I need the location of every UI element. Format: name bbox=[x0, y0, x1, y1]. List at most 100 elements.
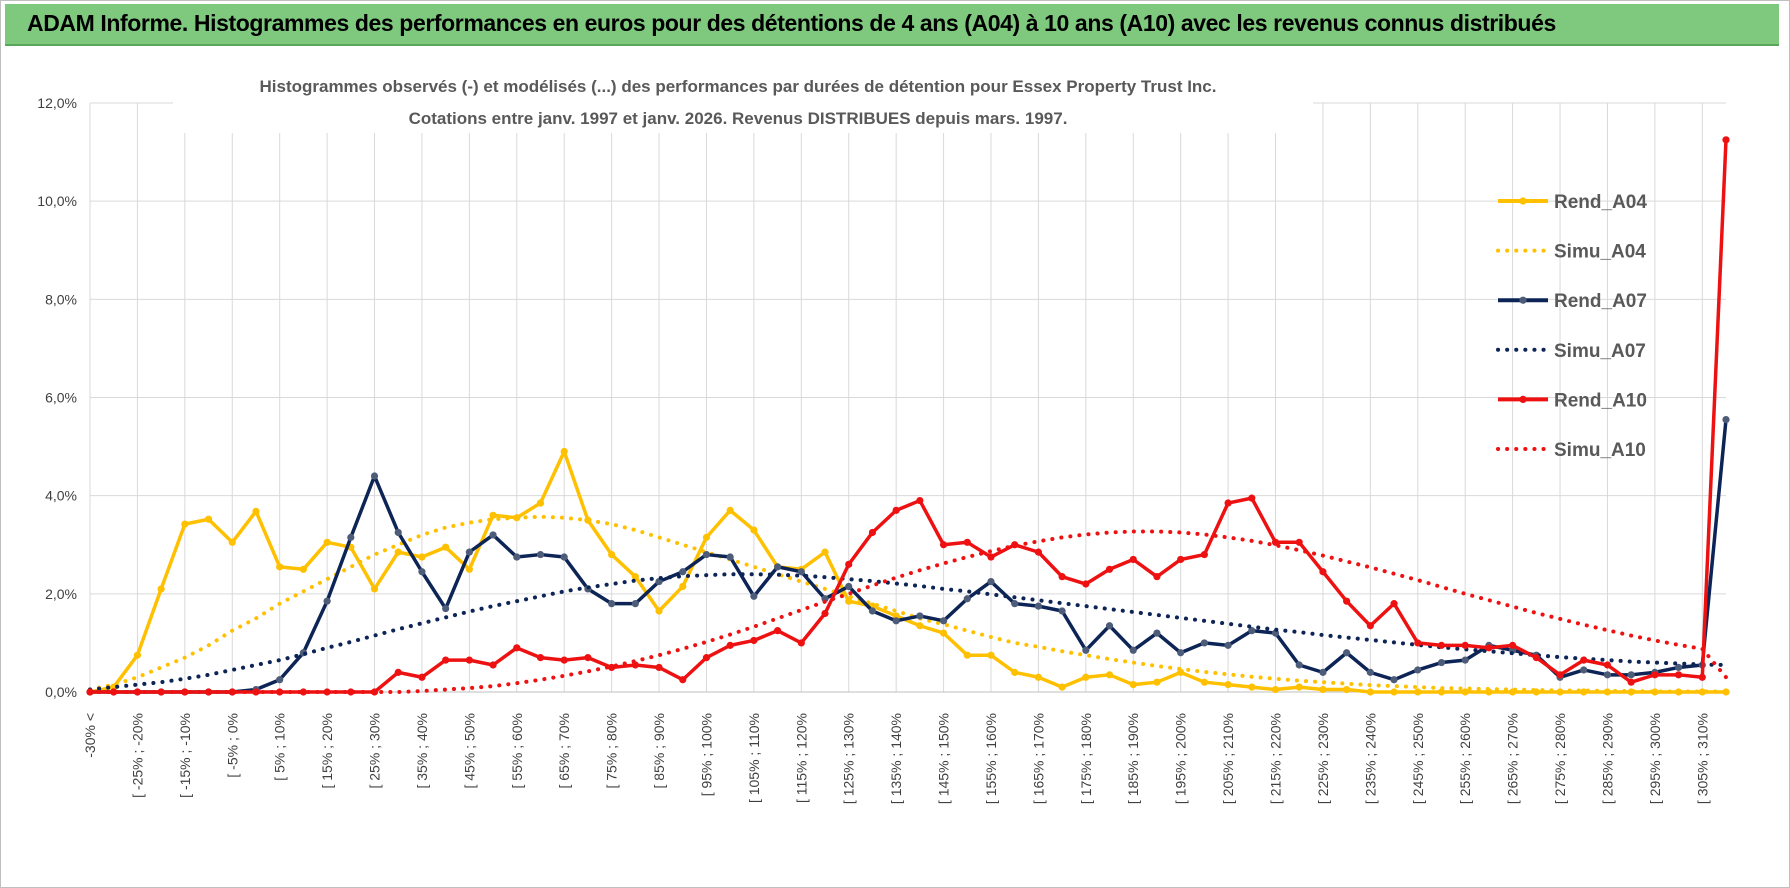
data-point bbox=[679, 582, 687, 591]
y-tick-label: 4,0% bbox=[45, 488, 77, 504]
data-point bbox=[1437, 658, 1446, 667]
data-point bbox=[370, 472, 379, 480]
data-point bbox=[1414, 639, 1422, 647]
x-tick-label: [ 215% ; 220% bbox=[1268, 713, 1284, 804]
legend-label: Simu_A10 bbox=[1554, 440, 1646, 461]
data-point bbox=[1271, 685, 1280, 694]
data-point bbox=[845, 560, 853, 568]
data-point bbox=[939, 617, 948, 625]
chart-title: Histogrammes observés (-) et modélisés (… bbox=[259, 77, 1216, 96]
data-point bbox=[1722, 136, 1730, 144]
data-point bbox=[442, 604, 450, 613]
series-line bbox=[88, 572, 1728, 692]
data-point bbox=[1319, 568, 1327, 576]
y-tick-label: 8,0% bbox=[45, 291, 77, 307]
y-tick-label: 6,0% bbox=[45, 390, 77, 406]
data-point bbox=[1722, 415, 1730, 424]
data-point bbox=[726, 553, 734, 561]
x-tick-label: [ 85% ; 90% bbox=[651, 713, 667, 789]
x-tick-label: [ 155% ; 160% bbox=[983, 713, 999, 804]
data-point bbox=[1414, 666, 1422, 674]
data-point bbox=[1556, 671, 1564, 679]
x-tick-label: [ 165% ; 170% bbox=[1030, 713, 1046, 804]
x-tick-label: [ -25% ; -20% bbox=[129, 713, 145, 798]
data-point bbox=[1580, 656, 1588, 664]
data-point bbox=[1343, 685, 1351, 694]
data-point bbox=[1082, 646, 1090, 654]
data-point bbox=[1224, 641, 1232, 649]
data-point bbox=[1058, 573, 1066, 581]
data-point bbox=[1248, 494, 1256, 502]
data-point bbox=[1011, 668, 1019, 676]
series-line bbox=[88, 529, 1728, 694]
data-point bbox=[110, 688, 118, 696]
data-point bbox=[702, 550, 711, 559]
data-point bbox=[1224, 499, 1232, 507]
data-point bbox=[1698, 688, 1706, 696]
data-point bbox=[1011, 600, 1019, 608]
series-line bbox=[90, 419, 1728, 694]
data-point bbox=[702, 533, 711, 541]
data-point bbox=[1390, 688, 1398, 696]
legend-marker bbox=[1519, 296, 1527, 304]
data-point bbox=[821, 548, 829, 556]
data-point bbox=[1485, 644, 1493, 652]
data-point bbox=[773, 627, 782, 635]
data-point bbox=[1461, 641, 1469, 649]
data-point bbox=[1343, 597, 1351, 605]
data-point bbox=[1319, 668, 1327, 676]
x-tick-label: [ 55% ; 60% bbox=[509, 713, 525, 789]
data-point bbox=[1153, 629, 1161, 637]
y-tick-label: 12,0% bbox=[37, 95, 77, 111]
data-point bbox=[442, 656, 450, 664]
data-point bbox=[1580, 666, 1588, 674]
x-tick-label: [ 115% ; 120% bbox=[793, 713, 809, 803]
data-point bbox=[1366, 688, 1374, 696]
data-point bbox=[1082, 673, 1090, 681]
data-point bbox=[1129, 646, 1137, 654]
data-point bbox=[1390, 676, 1398, 684]
data-point bbox=[797, 639, 805, 647]
x-tick-label: [ 125% ; 130% bbox=[841, 713, 857, 804]
data-point bbox=[963, 538, 971, 546]
data-point bbox=[750, 526, 758, 534]
data-point bbox=[1058, 607, 1066, 615]
data-point bbox=[418, 673, 426, 681]
data-point bbox=[536, 499, 545, 507]
data-point bbox=[1129, 681, 1137, 689]
x-tick-label: [ 275% ; 280% bbox=[1552, 713, 1568, 804]
data-point bbox=[1319, 685, 1327, 694]
data-point bbox=[584, 654, 592, 662]
data-point bbox=[489, 661, 497, 669]
data-point bbox=[323, 597, 331, 605]
data-point bbox=[560, 553, 568, 561]
data-point bbox=[1603, 671, 1612, 679]
data-point bbox=[608, 550, 616, 559]
data-point bbox=[868, 607, 877, 615]
legend-label: Simu_A04 bbox=[1554, 242, 1646, 263]
data-point bbox=[655, 663, 663, 672]
data-point bbox=[204, 515, 213, 523]
legend-marker bbox=[1519, 395, 1527, 403]
data-point bbox=[939, 629, 948, 637]
data-point bbox=[465, 548, 473, 556]
x-tick-label: [ 235% ; 240% bbox=[1362, 713, 1378, 804]
x-tick-label: [ 245% ; 250% bbox=[1410, 713, 1426, 804]
data-point bbox=[1177, 649, 1185, 657]
x-tick-label: [ 25% ; 30% bbox=[367, 713, 383, 789]
data-point bbox=[916, 612, 924, 620]
data-point bbox=[276, 563, 284, 571]
title-backdrop bbox=[173, 67, 1313, 133]
data-point bbox=[797, 568, 805, 576]
x-tick-label: [ 105% ; 110% bbox=[746, 713, 762, 803]
data-point bbox=[347, 533, 355, 541]
data-point bbox=[228, 688, 236, 696]
data-point bbox=[1295, 683, 1303, 691]
x-tick-label: [ 15% ; 20% bbox=[319, 713, 335, 789]
data-point bbox=[916, 622, 924, 630]
x-tick-label: [ -15% ; -10% bbox=[177, 713, 193, 798]
data-point bbox=[1105, 622, 1114, 630]
x-tick-label: [ 45% ; 50% bbox=[461, 713, 477, 789]
data-point bbox=[394, 528, 402, 537]
data-point bbox=[133, 651, 142, 659]
